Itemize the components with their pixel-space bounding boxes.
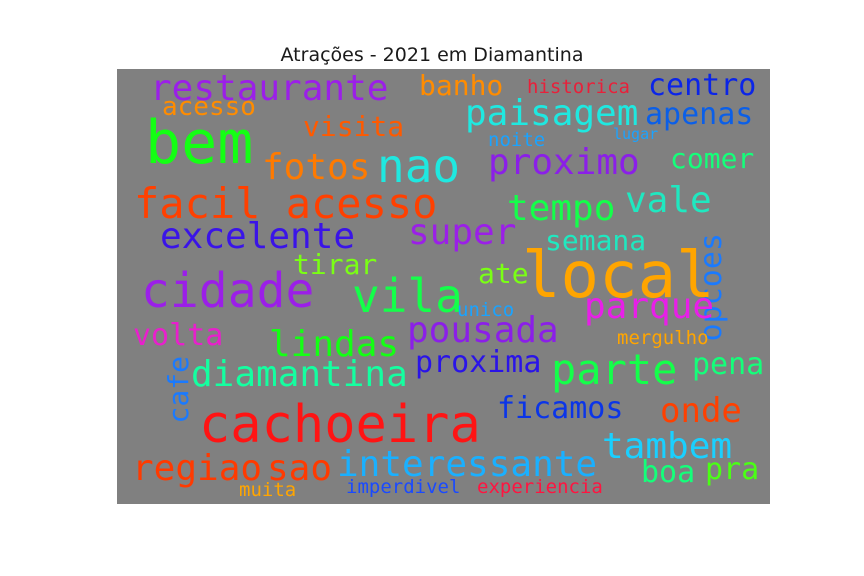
word-vila: vila [352, 269, 463, 323]
chart-title: Atrações - 2021 em Diamantina [280, 44, 584, 66]
word-parque: parque [584, 286, 715, 327]
word-visita: visita [303, 110, 405, 143]
word-tempo: tempo [507, 188, 616, 229]
word-sao: sao [267, 448, 333, 489]
word-onde: onde [660, 391, 742, 431]
word-lugar: lugar [613, 125, 659, 143]
word-vale: vale [625, 180, 712, 221]
word-mergulho: mergulho [617, 327, 709, 349]
word-proximo: proximo [488, 142, 640, 183]
word-imperdivel: imperdivel [346, 476, 461, 498]
word-muita: muita [239, 479, 297, 501]
word-noite: noite [488, 129, 546, 151]
word-diamantina: diamantina [191, 354, 408, 395]
word-historica: historica [527, 76, 630, 98]
word-apenas: apenas [645, 97, 754, 132]
word-tambem: tambem [602, 426, 733, 467]
word-proxima: proxima [415, 345, 542, 380]
word-unico: unico [457, 299, 515, 321]
word-cloud: restaurante banho historica centro acess… [117, 69, 770, 504]
word-parte: parte [551, 345, 678, 394]
word-pena: pena [692, 347, 765, 382]
word-semana: semana [545, 224, 647, 257]
word-tirar: tirar [293, 248, 378, 281]
word-interessante: interessante [337, 444, 598, 485]
word-cachoeira: cachoeira [199, 395, 481, 455]
word-local: local [522, 239, 715, 313]
word-pousada: pousada [407, 310, 559, 351]
word-boa: boa [641, 455, 696, 490]
word-super: super [408, 212, 517, 253]
word-ate: ate [478, 257, 529, 290]
word-lindas: lindas [269, 324, 400, 365]
word-fotos: fotos [262, 147, 371, 188]
word-cafe: cafe [162, 356, 195, 424]
word-comer: comer [670, 142, 755, 175]
word-cidade: cidade [141, 263, 315, 319]
word-restaurante: restaurante [150, 69, 389, 109]
word-regiao: regiao [132, 448, 263, 489]
word-volta: volta [133, 318, 224, 353]
word-excelente: excelente [160, 216, 356, 257]
word-nao: nao [377, 139, 461, 193]
word-bem: bem [145, 108, 254, 178]
word-acesso: acesso [162, 92, 256, 122]
word-facil-acesso: facil acesso [134, 179, 438, 228]
word-paisagem: paisagem [465, 93, 639, 134]
word-pra: pra [705, 452, 760, 487]
word-ficamos: ficamos [497, 391, 624, 426]
word-experiencia: experiencia [477, 476, 603, 498]
word-centro: centro [648, 69, 757, 103]
word-banho: banho [419, 69, 504, 102]
